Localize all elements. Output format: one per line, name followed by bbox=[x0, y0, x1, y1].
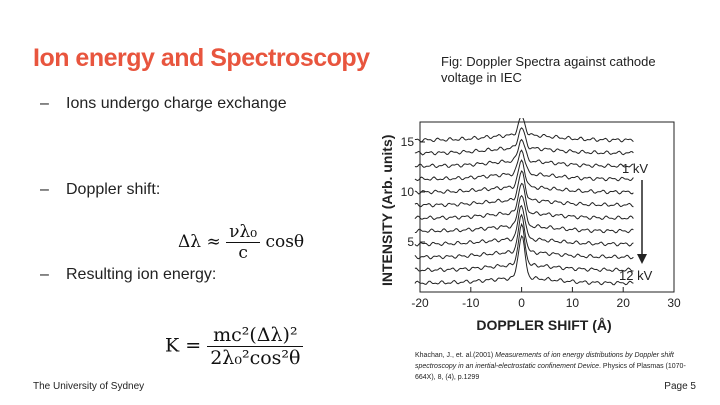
x-tick-label: 10 bbox=[566, 296, 580, 310]
doppler-formula-lhs: Δλ ≈ bbox=[178, 232, 221, 252]
voltage-arrow-head bbox=[637, 254, 647, 264]
spectrum-line bbox=[414, 149, 634, 182]
bullet-text: Ions undergo charge exchange bbox=[66, 95, 287, 112]
bullet-dash: – bbox=[40, 181, 49, 198]
doppler-fraction: νλ₀ c bbox=[226, 222, 261, 263]
citation: Khachan, J., et. al.(2001) Measurements … bbox=[415, 350, 690, 383]
bullet-text: Resulting ion energy: bbox=[66, 266, 217, 283]
y-tick-label: 15 bbox=[401, 135, 415, 149]
spectrum-line bbox=[414, 213, 634, 260]
energy-formula: K = mc²(Δλ)² 2λ₀²cos²θ bbox=[165, 324, 304, 369]
doppler-spectra-chart: INTENSITY (Arb. units) -20 -10 0 10 20 30 5 10 1… bbox=[379, 118, 681, 333]
doppler-numerator: νλ₀ bbox=[226, 222, 261, 243]
page-title: Ion energy and Spectroscopy bbox=[33, 44, 370, 72]
plot-frame bbox=[419, 121, 675, 293]
spectrum-line bbox=[414, 182, 634, 221]
spectra-series bbox=[414, 118, 634, 286]
bullet-doppler-shift: – Doppler shift: bbox=[40, 181, 160, 199]
x-tick-label: -20 bbox=[411, 296, 429, 310]
doppler-formula: Δλ ≈ νλ₀ c cosθ bbox=[178, 222, 304, 263]
spectrum-line bbox=[414, 204, 634, 247]
citation-authors: Khachan, J., et. al.(2001) bbox=[415, 352, 494, 359]
annotation-1kv: 1 kV bbox=[622, 161, 648, 176]
energy-numerator: mc²(Δλ)² bbox=[207, 324, 304, 347]
x-tick-label: -10 bbox=[462, 296, 480, 310]
annotation-12kv: 12 kV bbox=[619, 268, 653, 283]
x-tick-label: 0 bbox=[518, 296, 525, 310]
spectrum-line bbox=[414, 159, 634, 195]
spectrum-line bbox=[414, 222, 634, 273]
y-axis-label: INTENSITY (Arb. units) bbox=[379, 135, 395, 286]
energy-fraction: mc²(Δλ)² 2λ₀²cos²θ bbox=[207, 324, 304, 369]
bullet-text: Doppler shift: bbox=[66, 181, 161, 198]
footer-page-number: Page 5 bbox=[664, 381, 696, 392]
axis-ticks: -20 -10 0 10 20 30 5 10 15 bbox=[401, 135, 681, 310]
spectrum-line bbox=[414, 170, 634, 208]
doppler-formula-tail: cosθ bbox=[265, 232, 305, 252]
spectrum-line bbox=[414, 234, 634, 286]
y-tick-label: 5 bbox=[407, 235, 414, 249]
x-axis-label: DOPPLER SHIFT (Å) bbox=[476, 317, 611, 333]
figure-caption: Fig: Doppler Spectra against cathode vol… bbox=[441, 54, 656, 85]
spectrum-line bbox=[414, 127, 634, 156]
bullet-dash: – bbox=[40, 95, 49, 112]
bullet-ion-energy: – Resulting ion energy: bbox=[40, 266, 216, 284]
doppler-denominator: c bbox=[238, 243, 248, 263]
footer-institution: The University of Sydney bbox=[33, 381, 145, 392]
y-tick-label: 10 bbox=[401, 185, 415, 199]
energy-denominator: 2λ₀²cos²θ bbox=[210, 347, 301, 369]
x-tick-label: 30 bbox=[667, 296, 681, 310]
bullet-charge-exchange: – Ions undergo charge exchange bbox=[40, 95, 287, 113]
energy-formula-lhs: K = bbox=[165, 334, 202, 357]
citation-title: Measurements of ion energy distributions… bbox=[415, 352, 674, 370]
spectrum-line bbox=[414, 138, 634, 169]
x-tick-label: 20 bbox=[617, 296, 631, 310]
bullet-dash: – bbox=[40, 266, 49, 283]
spectrum-line bbox=[414, 194, 634, 234]
citation-journal: . Physics of Plasmas (1070-664X), 8, (4)… bbox=[415, 363, 686, 381]
spectrum-line bbox=[414, 118, 634, 143]
